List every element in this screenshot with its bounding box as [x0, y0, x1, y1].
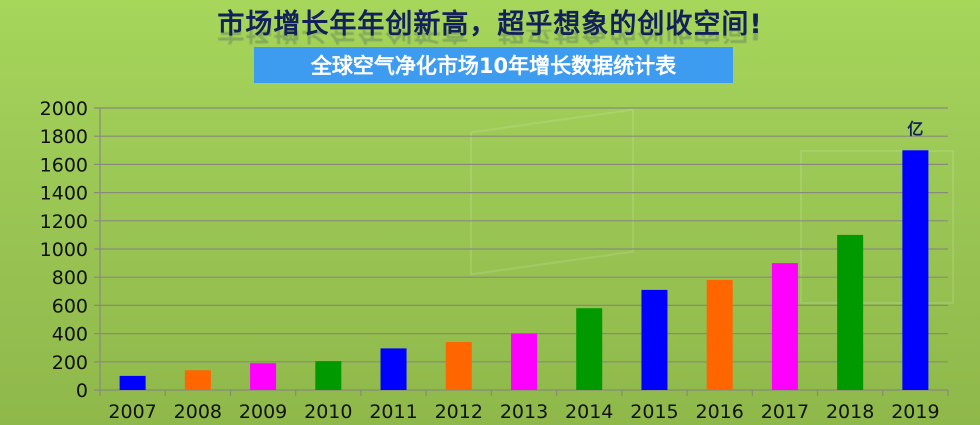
x-tick-label: 2019: [891, 401, 939, 423]
bar-2007: [119, 375, 146, 390]
chart-title: 全球空气净化市场10年增长数据统计表: [254, 47, 733, 83]
y-tick-label: 1000: [40, 239, 88, 261]
bar-2015: [641, 289, 668, 390]
x-tick-label: 2014: [565, 401, 613, 423]
bar-2008: [184, 370, 211, 390]
bar-2010: [315, 361, 342, 390]
y-tick-label: 2000: [40, 98, 88, 120]
x-tick-label: 2007: [108, 401, 156, 423]
y-tick-label: 800: [52, 267, 88, 289]
x-tick-label: 2017: [761, 401, 809, 423]
background-decoration: [800, 150, 954, 304]
x-tick-label: 2010: [304, 401, 352, 423]
bar-2018: [837, 234, 864, 390]
headline: 市场增长年年创新高，超乎想象的创收空间!: [217, 9, 763, 40]
y-tick-label: 400: [52, 324, 88, 346]
bar-2009: [250, 363, 277, 390]
y-tick-label: 200: [52, 352, 88, 374]
x-tick-label: 2013: [500, 401, 548, 423]
bar-2014: [576, 308, 603, 390]
y-tick-label: 1200: [40, 211, 88, 233]
x-tick-label: 2009: [239, 401, 287, 423]
bar-2013: [511, 333, 537, 390]
bar-2011: [380, 348, 407, 390]
y-tick-label: 1400: [40, 183, 88, 205]
bar-2012: [445, 342, 472, 390]
bar-2016: [706, 280, 733, 390]
unit-label: 亿: [907, 119, 923, 138]
x-tick-label: 2012: [435, 401, 483, 423]
x-tick-label: 2016: [696, 401, 744, 423]
y-tick-label: 0: [76, 380, 88, 402]
y-tick-label: 1800: [40, 126, 88, 148]
x-tick-label: 2015: [630, 401, 678, 423]
x-tick-label: 2008: [174, 401, 222, 423]
y-tick-label: 1600: [40, 154, 88, 176]
x-tick-label: 2011: [369, 401, 417, 423]
bar-2019: [902, 150, 929, 390]
bar-2017: [771, 263, 798, 390]
y-tick-label: 600: [52, 295, 88, 317]
x-tick-label: 2018: [826, 401, 874, 423]
